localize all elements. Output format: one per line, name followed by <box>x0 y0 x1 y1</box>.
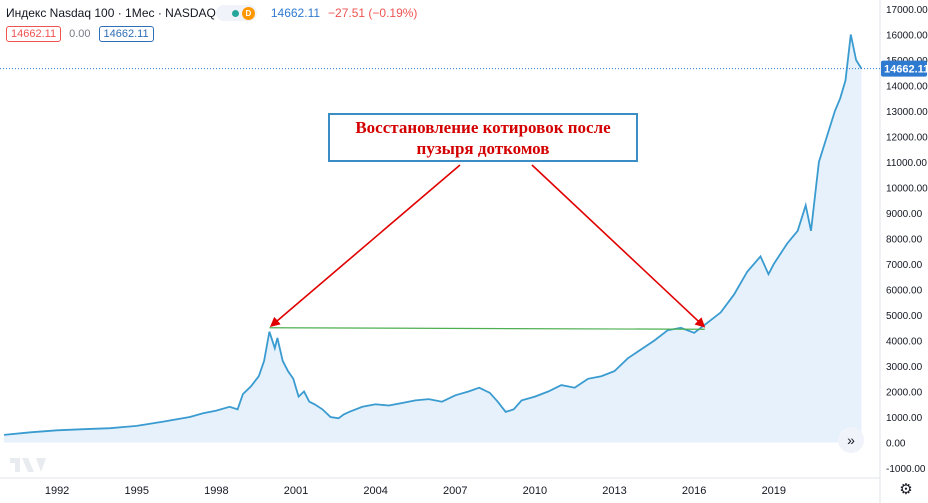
y-tick-label: 11000.00 <box>886 158 927 169</box>
market-status-icon <box>231 9 239 17</box>
double-chevron-right-icon[interactable]: » <box>838 427 864 453</box>
price-line <box>3 34 863 436</box>
x-tick-label: 2016 <box>682 485 706 497</box>
spread-value: 0.00 <box>69 28 91 40</box>
y-tick-label: 6000.00 <box>886 286 923 297</box>
last-price: 14662.11 <box>270 6 321 20</box>
x-tick-label: 2019 <box>762 485 786 497</box>
y-tick-label: 8000.00 <box>886 235 923 246</box>
y-tick-label: 1000.00 <box>886 413 923 424</box>
delayed-badge: D <box>241 6 255 20</box>
tradingview-logo-icon <box>10 458 46 472</box>
area-fill <box>4 34 862 443</box>
y-tick-label: 10000.00 <box>886 184 928 195</box>
annotation-arrows <box>269 164 706 328</box>
y-tick-label: 7000.00 <box>886 260 923 271</box>
x-tick-label: 1995 <box>124 485 148 497</box>
sell-price-box[interactable]: 14662.11 <box>6 26 62 42</box>
y-tick-label: 12000.00 <box>886 133 928 144</box>
y-tick-label: 4000.00 <box>886 337 923 348</box>
y-tick-label: 16000.00 <box>886 31 928 42</box>
annotation-line-2: пузыря доткомов <box>416 139 550 158</box>
y-tick-label: 9000.00 <box>886 209 923 220</box>
x-tick-label: 2010 <box>523 485 547 497</box>
x-tick-label: 2001 <box>284 485 308 497</box>
y-tick-label: 2000.00 <box>886 388 923 399</box>
arrow-to-2000-peak <box>269 164 461 328</box>
x-axis[interactable]: 1992 1995 1998 2001 2004 2007 2010 2013 2016 2019 <box>45 485 786 497</box>
x-tick-label: 2004 <box>363 485 387 497</box>
x-tick-label: 2013 <box>602 485 626 497</box>
chart-header: Индекс Nasdaq 100 · 1Мес · NASDAQ D 1466… <box>6 4 417 22</box>
y-tick-label: 17000.00 <box>886 5 928 16</box>
y-tick-label: 5000.00 <box>886 311 923 322</box>
arrow-to-2016-recovery <box>531 164 706 328</box>
quote-row: 14662.11 0.00 14662.11 <box>6 26 154 42</box>
price-tag-background <box>881 60 927 77</box>
x-tick-label: 1992 <box>45 485 69 497</box>
x-tick-label: 1998 <box>204 485 228 497</box>
price-change: −27.51 (−0.19%) <box>328 6 418 20</box>
price-tag-label: 14662.11 <box>884 64 928 76</box>
y-tick-label: 0.00 <box>886 439 906 450</box>
status-pill[interactable]: D <box>215 5 257 21</box>
y-tick-label: 3000.00 <box>886 362 923 373</box>
annotation-line-1: Восстановление котировок после <box>355 118 611 137</box>
buy-price-box[interactable]: 14662.11 <box>98 26 154 42</box>
symbol-title[interactable]: Индекс Nasdaq 100 · 1Мес · NASDAQ <box>6 6 216 20</box>
last-price-tag: 14662.11 <box>881 60 928 77</box>
level-line <box>269 327 705 330</box>
y-tick-label: 14000.00 <box>886 82 928 93</box>
y-tick-label: -1000.00 <box>886 464 926 475</box>
x-tick-label: 2007 <box>443 485 467 497</box>
gear-icon[interactable]: ⚙ <box>899 481 913 498</box>
annotation-callout: Восстановление котировок после пузыря до… <box>328 113 638 162</box>
y-tick-label: 13000.00 <box>886 107 928 118</box>
